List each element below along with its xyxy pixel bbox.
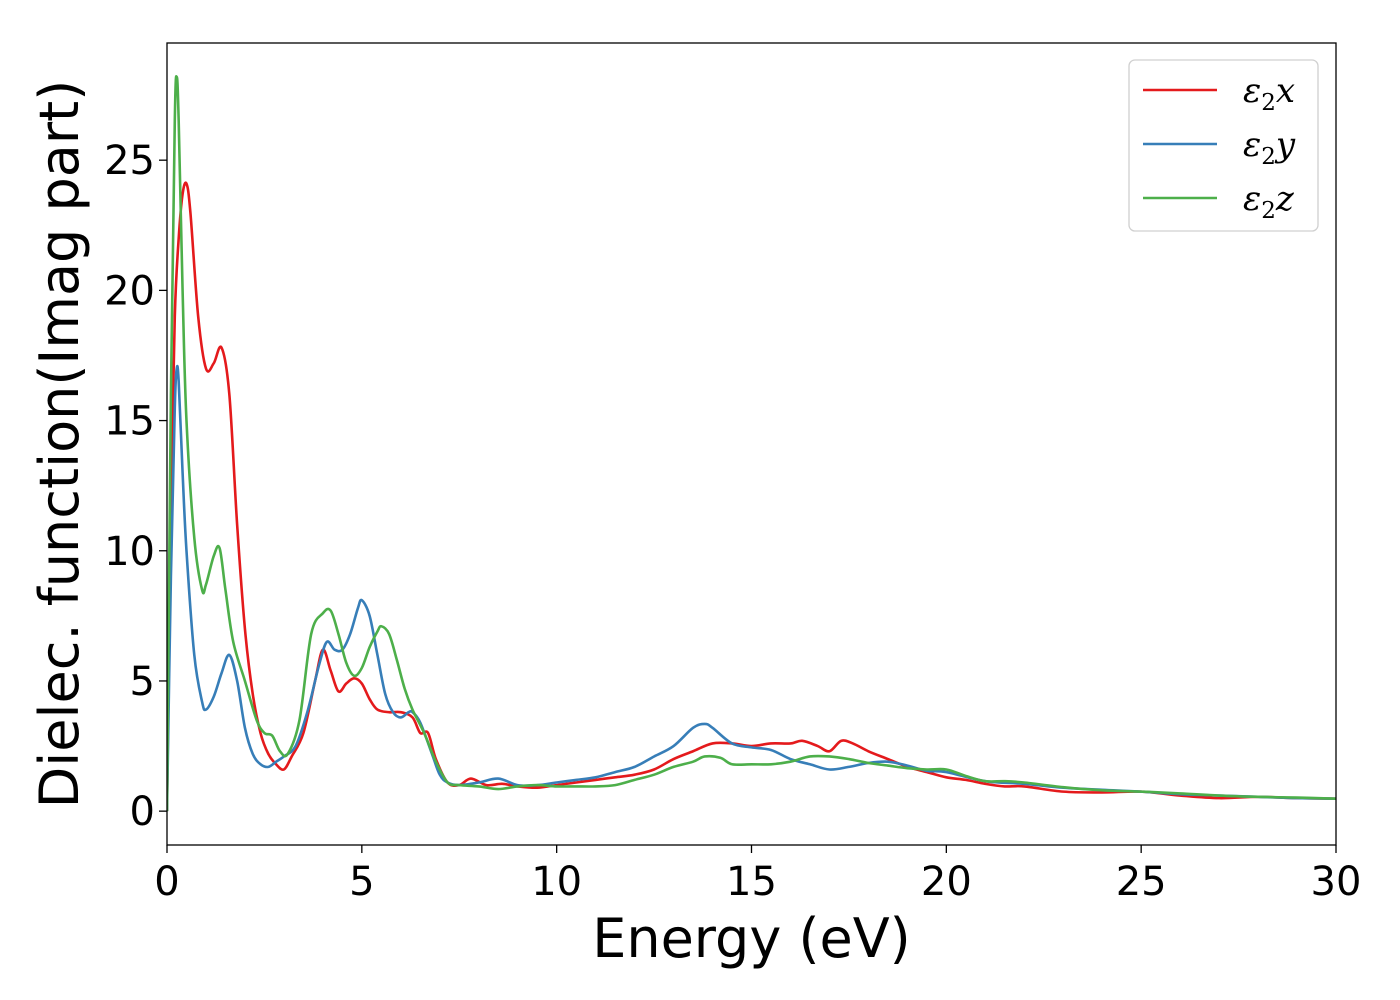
x-axis-label: Energy (eV) xyxy=(592,907,911,970)
legend-label: ε2z xyxy=(1243,179,1295,224)
legend-box xyxy=(1128,59,1319,232)
series-line-2 xyxy=(167,364,1336,812)
x-axis: 0 5 10 15 20 25 30 xyxy=(154,845,1361,905)
x-tick-label: 10 xyxy=(531,859,582,905)
series-line-3 xyxy=(167,75,1336,812)
legend-label: ε2x xyxy=(1243,71,1295,116)
legend-label: ε2y xyxy=(1243,125,1296,170)
y-tick-label: 20 xyxy=(104,268,155,314)
x-tick-label: 30 xyxy=(1311,859,1362,905)
y-tick-label: 5 xyxy=(130,659,155,705)
y-tick-label: 10 xyxy=(104,529,155,575)
plot-area xyxy=(167,75,1336,812)
x-tick-label: 15 xyxy=(726,859,777,905)
x-tick-label: 0 xyxy=(154,859,179,905)
y-tick-label: 0 xyxy=(130,789,155,835)
y-tick-label: 15 xyxy=(104,399,155,445)
y-axis-label: Dielec. function(Imag part) xyxy=(28,80,91,809)
x-tick-label: 5 xyxy=(349,859,374,905)
y-axis: 0 5 10 15 20 25 xyxy=(104,138,167,835)
y-tick-label: 25 xyxy=(104,138,155,184)
x-tick-label: 25 xyxy=(1116,859,1167,905)
x-tick-label: 20 xyxy=(921,859,972,905)
legend: ε2x ε2y ε2z xyxy=(1128,59,1319,232)
series-line-1 xyxy=(167,181,1336,812)
